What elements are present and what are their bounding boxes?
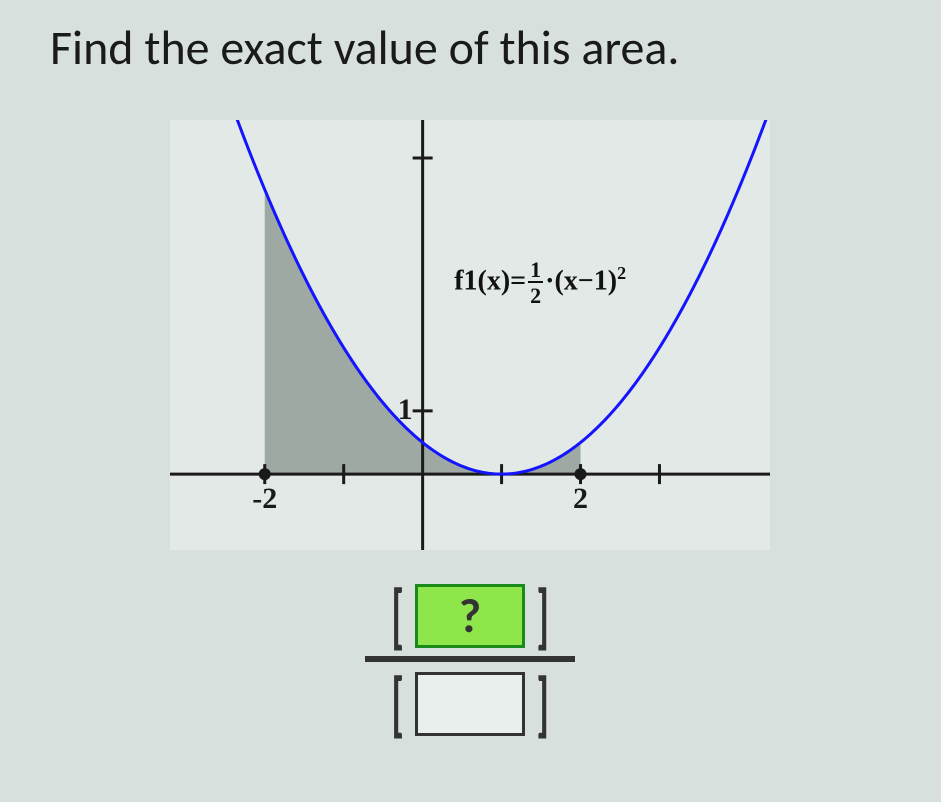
curve-equation-label: f1(x)=12·(x−1)2 bbox=[454, 259, 626, 307]
answer-fraction: [ ? ] [ ] bbox=[360, 580, 580, 740]
function-chart: -221 bbox=[170, 120, 770, 550]
bracket-right-icon: ] bbox=[536, 668, 549, 740]
svg-text:2: 2 bbox=[573, 482, 588, 515]
bracket-left-icon: [ bbox=[391, 668, 404, 740]
bracket-right-icon: ] bbox=[536, 580, 549, 652]
chart-area: -221 f1(x)=12·(x−1)2 bbox=[170, 120, 770, 550]
page-title: Find the exact value of this area. bbox=[50, 18, 679, 77]
bracket-left-icon: [ bbox=[391, 580, 404, 652]
svg-text:-2: -2 bbox=[252, 482, 277, 515]
page: Find the exact value of this area. -221 … bbox=[0, 0, 941, 802]
answer-numerator-row: [ ? ] bbox=[360, 580, 580, 652]
answer-denominator-input[interactable] bbox=[415, 672, 525, 736]
answer-numerator-input[interactable]: ? bbox=[415, 584, 525, 648]
answer-denominator-row: [ ] bbox=[360, 668, 580, 740]
